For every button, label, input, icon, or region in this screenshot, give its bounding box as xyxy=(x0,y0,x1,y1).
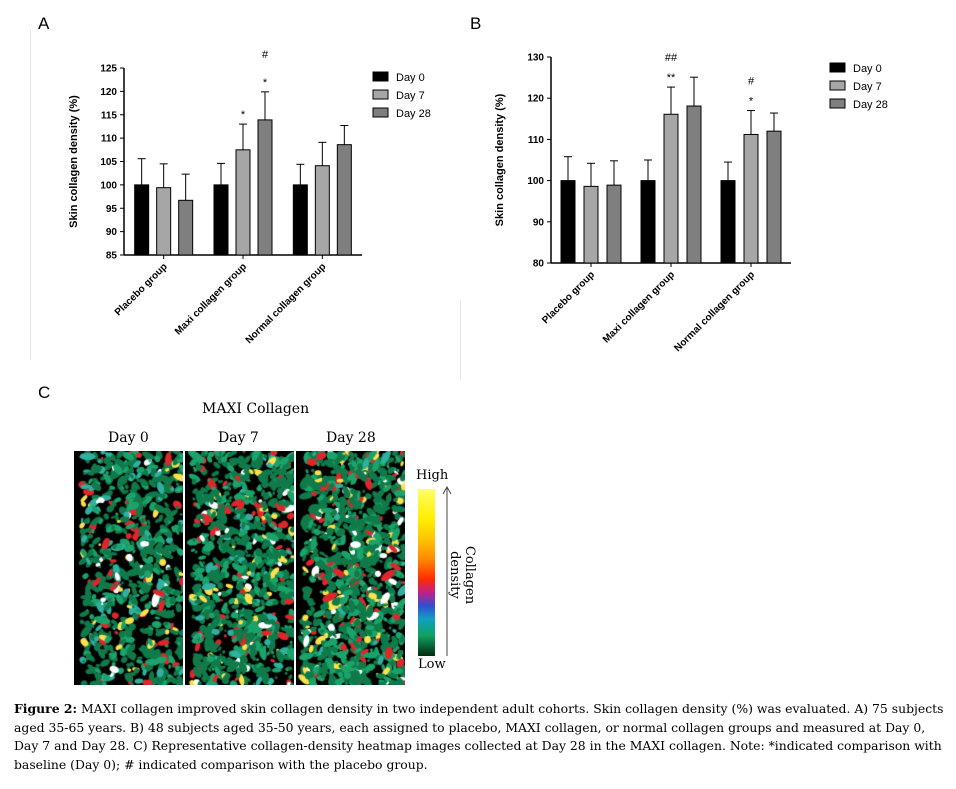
y-tick-label: 110 xyxy=(101,134,118,145)
bar xyxy=(134,184,150,256)
heatmap-day-7 xyxy=(185,451,294,685)
bar xyxy=(292,184,308,256)
day-label-0: Day 0 xyxy=(108,430,149,446)
y-tick-label: 125 xyxy=(100,64,117,75)
panel-c-title: MAXI Collagen xyxy=(202,401,310,417)
bar xyxy=(213,184,229,256)
y-tick-label: 85 xyxy=(106,251,118,262)
bar xyxy=(583,185,599,264)
significance-mark: ** xyxy=(667,72,676,84)
y-tick-label: 100 xyxy=(100,180,117,191)
y-tick-label: 90 xyxy=(106,227,118,238)
bar xyxy=(314,165,330,256)
y-tick-label: 120 xyxy=(527,94,544,105)
legend-label: Day 0 xyxy=(853,63,882,75)
day-label-28: Day 28 xyxy=(326,430,376,446)
scale-high-label: High xyxy=(416,468,449,483)
legend-label: Day 7 xyxy=(853,81,882,93)
panel-a-frame xyxy=(30,30,31,360)
bar xyxy=(743,133,759,264)
bar xyxy=(560,180,576,264)
y-tick-label: 110 xyxy=(528,135,545,146)
legend-swatch xyxy=(372,107,389,118)
x-category-label: Normal collagen group xyxy=(244,261,329,346)
panel-b-frame xyxy=(460,300,461,380)
bar xyxy=(156,187,172,256)
bar xyxy=(663,113,679,264)
panel-a-label: A xyxy=(38,14,50,33)
heatmap-day-28 xyxy=(296,451,405,685)
significance-mark: * xyxy=(241,109,246,121)
bar xyxy=(336,144,352,256)
x-category-label: Placebo group xyxy=(113,261,170,318)
x-category-label: Placebo group xyxy=(540,269,597,326)
y-tick-label: 130 xyxy=(527,53,544,64)
significance-mark: * xyxy=(749,96,754,108)
legend-label: Day 0 xyxy=(396,72,425,84)
bar xyxy=(686,105,702,264)
significance-mark: * xyxy=(263,77,268,89)
bar xyxy=(766,130,782,264)
figure-caption-label: Figure 2: xyxy=(14,701,78,716)
y-tick-label: 115 xyxy=(101,110,118,121)
legend-swatch xyxy=(829,62,846,73)
bar xyxy=(720,180,736,264)
legend-swatch xyxy=(829,98,846,109)
significance-mark: # xyxy=(262,49,269,61)
bar xyxy=(235,149,251,256)
scale-low-label: Low xyxy=(418,657,446,672)
scale-axis-label: Collagen density xyxy=(447,545,477,605)
legend-swatch xyxy=(372,89,389,100)
scale-arrow-icon xyxy=(442,485,452,656)
figure-caption: Figure 2: MAXI collagen improved skin co… xyxy=(14,700,944,774)
panel-b-label: B xyxy=(470,14,482,33)
panel-c-label: C xyxy=(38,383,51,402)
y-tick-label: 105 xyxy=(100,157,117,168)
y-axis-label: Skin collagen density (%) xyxy=(68,95,80,228)
y-axis-label: Skin collagen density (%) xyxy=(494,93,506,226)
significance-mark: ## xyxy=(665,52,678,64)
heatmap-day-0 xyxy=(74,451,183,685)
legend-label: Day 28 xyxy=(396,108,431,120)
legend-swatch xyxy=(372,71,389,82)
y-tick-label: 80 xyxy=(533,259,545,270)
chart-b: 80 90 100 110 120 130 Skin collagen density (%… xyxy=(494,52,888,354)
bar xyxy=(178,199,194,256)
legend-label: Day 28 xyxy=(853,99,888,111)
x-category-label: Maxi collagen group xyxy=(173,261,249,337)
bar xyxy=(606,184,622,264)
colorbar xyxy=(418,489,435,656)
y-tick-label: 90 xyxy=(533,217,545,228)
legend-swatch xyxy=(829,80,846,91)
bar xyxy=(640,180,656,264)
day-label-7: Day 7 xyxy=(218,430,259,446)
legend-label: Day 7 xyxy=(396,90,425,102)
significance-mark: # xyxy=(748,76,755,88)
bar xyxy=(257,119,273,256)
x-category-label: Normal collagen group xyxy=(672,269,757,354)
y-tick-label: 95 xyxy=(106,204,118,215)
x-category-label: Maxi collagen group xyxy=(601,269,677,345)
chart-a: 85 90 95 100 105 110 115 120 125 Skin collagen de… xyxy=(68,49,431,346)
y-tick-label: 100 xyxy=(527,176,544,187)
figure-caption-text: MAXI collagen improved skin collagen den… xyxy=(14,701,944,772)
y-tick-label: 120 xyxy=(100,87,117,98)
